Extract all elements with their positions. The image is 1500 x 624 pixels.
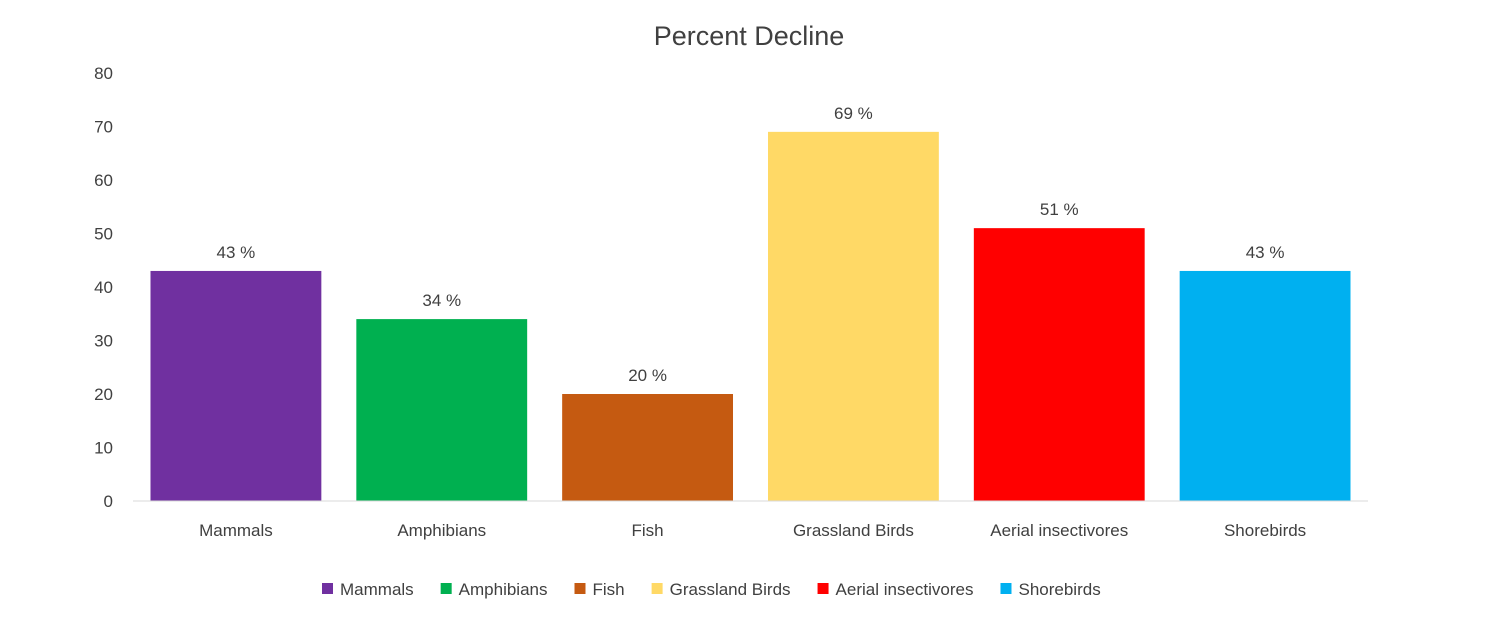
y-tick-label: 40 (94, 278, 113, 297)
y-tick-label: 0 (104, 492, 113, 511)
y-tick-label: 30 (94, 332, 113, 351)
legend-swatch (1000, 583, 1012, 594)
bar (1179, 270, 1351, 501)
data-label: 43 % (1246, 243, 1285, 262)
data-label: 43 % (217, 243, 256, 262)
legend-label: Shorebirds (1018, 580, 1100, 599)
legend-item: Shorebirds (1000, 580, 1101, 599)
data-label: 69 % (834, 104, 873, 123)
y-tick-label: 70 (94, 118, 113, 137)
legend-swatch (817, 583, 829, 594)
legend-item: Grassland Birds (651, 580, 791, 599)
legend-item: Aerial insectivores (817, 580, 974, 599)
legend-label: Aerial insectivores (836, 580, 974, 599)
legend-label: Grassland Birds (670, 580, 791, 599)
chart-title: Percent Decline (654, 21, 845, 51)
x-tick-label: Aerial insectivores (990, 521, 1128, 540)
y-tick-label: 80 (94, 64, 113, 83)
legend-swatch (322, 583, 333, 594)
bar (150, 270, 322, 501)
bar (562, 394, 734, 501)
data-label: 51 % (1040, 200, 1079, 219)
legend: Mammals Amphibians Fish Grassland Birds Aeri… (322, 580, 1101, 599)
y-tick-label: 20 (94, 385, 113, 404)
legend-item: Amphibians (440, 580, 548, 599)
x-tick-label: Mammals (199, 521, 273, 540)
x-tick-label: Fish (632, 521, 664, 540)
data-label: 20 % (628, 366, 667, 385)
legend-item: Mammals (322, 580, 414, 599)
legend-swatch (651, 583, 663, 594)
y-tick-label: 50 (94, 225, 113, 244)
bar (767, 131, 939, 501)
y-tick-label: 10 (94, 439, 113, 458)
legend-label: Amphibians (459, 580, 548, 599)
data-label: 34 % (422, 291, 461, 310)
legend-label: Mammals (340, 580, 414, 599)
bar (356, 319, 528, 501)
y-tick-label: 60 (94, 171, 113, 190)
legend-swatch (574, 583, 586, 594)
bar (973, 228, 1145, 501)
legend-swatch (440, 583, 452, 594)
x-tick-label: Shorebirds (1224, 521, 1306, 540)
x-tick-label: Amphibians (397, 521, 486, 540)
legend-label: Fish (592, 580, 624, 599)
x-tick-label: Grassland Birds (793, 521, 914, 540)
legend-item: Fish (574, 580, 625, 599)
